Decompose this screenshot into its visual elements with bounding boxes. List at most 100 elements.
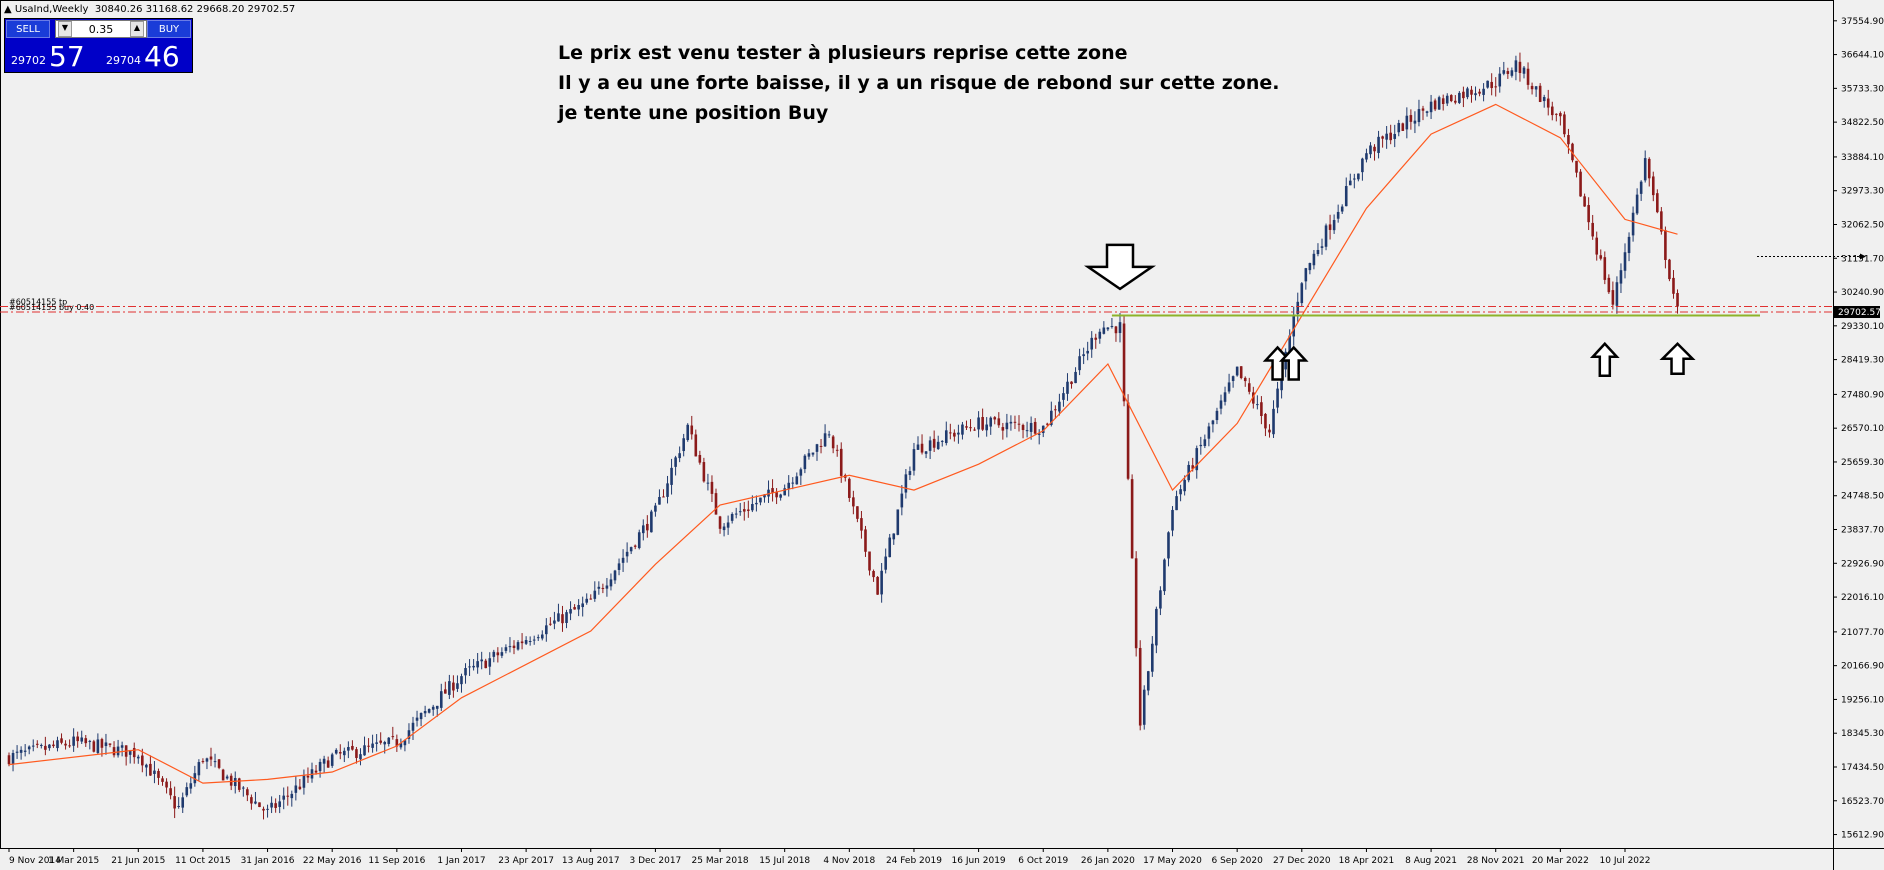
- candle-body: [613, 570, 617, 581]
- candle-body: [961, 424, 964, 435]
- candle-body: [322, 758, 326, 764]
- sell-button[interactable]: SELL: [6, 20, 50, 38]
- candle-body: [472, 665, 475, 668]
- candle-body: [1393, 133, 1397, 139]
- price-tick-label: 17434.50: [1841, 763, 1884, 773]
- candle-body: [338, 752, 342, 754]
- candle-body: [860, 518, 863, 531]
- candle-body: [484, 660, 488, 669]
- candle-body: [1288, 335, 1291, 353]
- candle-body: [189, 783, 193, 789]
- candle-body: [306, 775, 310, 778]
- candle-body: [973, 429, 976, 431]
- candle-body: [1195, 448, 1199, 471]
- date-tick-label: 13 Aug 2017: [562, 856, 620, 866]
- candle-body: [1647, 158, 1651, 179]
- candle-body: [605, 585, 609, 589]
- candle-body: [52, 744, 55, 747]
- candle-body: [444, 689, 447, 694]
- candle-body: [892, 533, 896, 540]
- candle-body: [185, 787, 189, 796]
- candle-body: [476, 661, 479, 668]
- lot-size-value[interactable]: 0.35: [88, 22, 114, 36]
- moving-average-line: [8, 103, 1678, 784]
- candle-body: [157, 770, 160, 778]
- candle-body: [815, 444, 819, 452]
- sell-price[interactable]: 29702 57: [11, 40, 85, 72]
- candle-body: [217, 759, 221, 768]
- price-tick-label: 34822.50: [1841, 118, 1884, 128]
- candle-body: [597, 586, 601, 589]
- candle-body: [852, 497, 855, 507]
- candle-body: [1546, 98, 1550, 108]
- lot-size-field[interactable]: ▼ 0.35 ▲: [55, 20, 147, 38]
- candle-body: [1445, 95, 1449, 104]
- date-tick-label: 22 May 2016: [303, 856, 362, 866]
- candle-body: [1482, 88, 1485, 95]
- candle-body: [1575, 160, 1578, 173]
- price-tick-label: 26570.10: [1841, 424, 1884, 434]
- candle-body: [19, 749, 23, 753]
- candle-body: [383, 741, 387, 745]
- date-tick-label: 18 Apr 2021: [1339, 856, 1395, 866]
- candle-body: [540, 634, 544, 639]
- candle-body: [738, 511, 742, 513]
- candle-body: [464, 668, 467, 676]
- chevron-up-icon[interactable]: ▲: [130, 21, 144, 37]
- candle-body: [1623, 252, 1627, 271]
- date-tick-label: 3 Dec 2017: [630, 856, 682, 866]
- candle-body: [1542, 97, 1546, 102]
- candle-body: [742, 509, 746, 512]
- candle-body: [7, 755, 11, 765]
- candle-body: [1235, 366, 1239, 376]
- candle-body: [1567, 135, 1570, 145]
- candle-body: [104, 742, 108, 747]
- candle-body: [181, 797, 185, 808]
- candle-body: [609, 579, 613, 587]
- candle-body: [290, 793, 294, 799]
- price-tick-label: 24748.50: [1841, 492, 1884, 502]
- date-tick-label: 8 Aug 2021: [1405, 856, 1457, 866]
- candle-body: [795, 476, 799, 485]
- annotation-line: je tente une position Buy: [558, 102, 829, 124]
- candle-body: [1312, 253, 1316, 266]
- candle-body: [823, 433, 827, 447]
- buy-button[interactable]: BUY: [147, 20, 191, 38]
- candle-body: [1041, 425, 1045, 434]
- price-tick-label: 27480.90: [1841, 390, 1884, 400]
- candle-body: [1595, 237, 1599, 255]
- candle-body: [839, 448, 843, 476]
- candle-body: [1639, 181, 1643, 194]
- candle-body: [1296, 301, 1300, 314]
- sell-price-small: 29702: [11, 54, 46, 67]
- candle-body: [549, 623, 552, 625]
- candle-body: [1361, 158, 1364, 173]
- candle-body: [363, 745, 366, 756]
- candle-body: [278, 801, 281, 807]
- date-tick-label: 9 Nov 2014: [9, 856, 61, 866]
- candle-body: [435, 705, 439, 709]
- candle-body: [1619, 270, 1623, 284]
- price-tick-label: 15612.90: [1841, 831, 1884, 841]
- candle-body: [908, 471, 912, 476]
- candle-body: [1159, 590, 1162, 609]
- candle-body: [565, 612, 568, 623]
- candle-body: [145, 764, 148, 768]
- arrow-up-icon: [1589, 341, 1620, 378]
- date-tick-label: 10 Jul 2022: [1600, 856, 1651, 866]
- candle-body: [516, 642, 520, 650]
- candle-body: [1607, 277, 1611, 293]
- date-tick-label: 21 Jun 2015: [111, 856, 165, 866]
- candle-body: [88, 740, 92, 742]
- chevron-down-icon[interactable]: ▼: [58, 21, 72, 37]
- candle-body: [100, 739, 104, 748]
- buy-price[interactable]: 29704 46: [106, 40, 180, 72]
- candle-body: [330, 754, 334, 766]
- candle-body: [791, 482, 795, 484]
- candle-body: [1191, 465, 1195, 469]
- candle-body: [367, 745, 370, 747]
- candle-body: [351, 745, 354, 750]
- candle-body: [76, 736, 79, 742]
- date-tick-label: 6 Oct 2019: [1018, 856, 1068, 866]
